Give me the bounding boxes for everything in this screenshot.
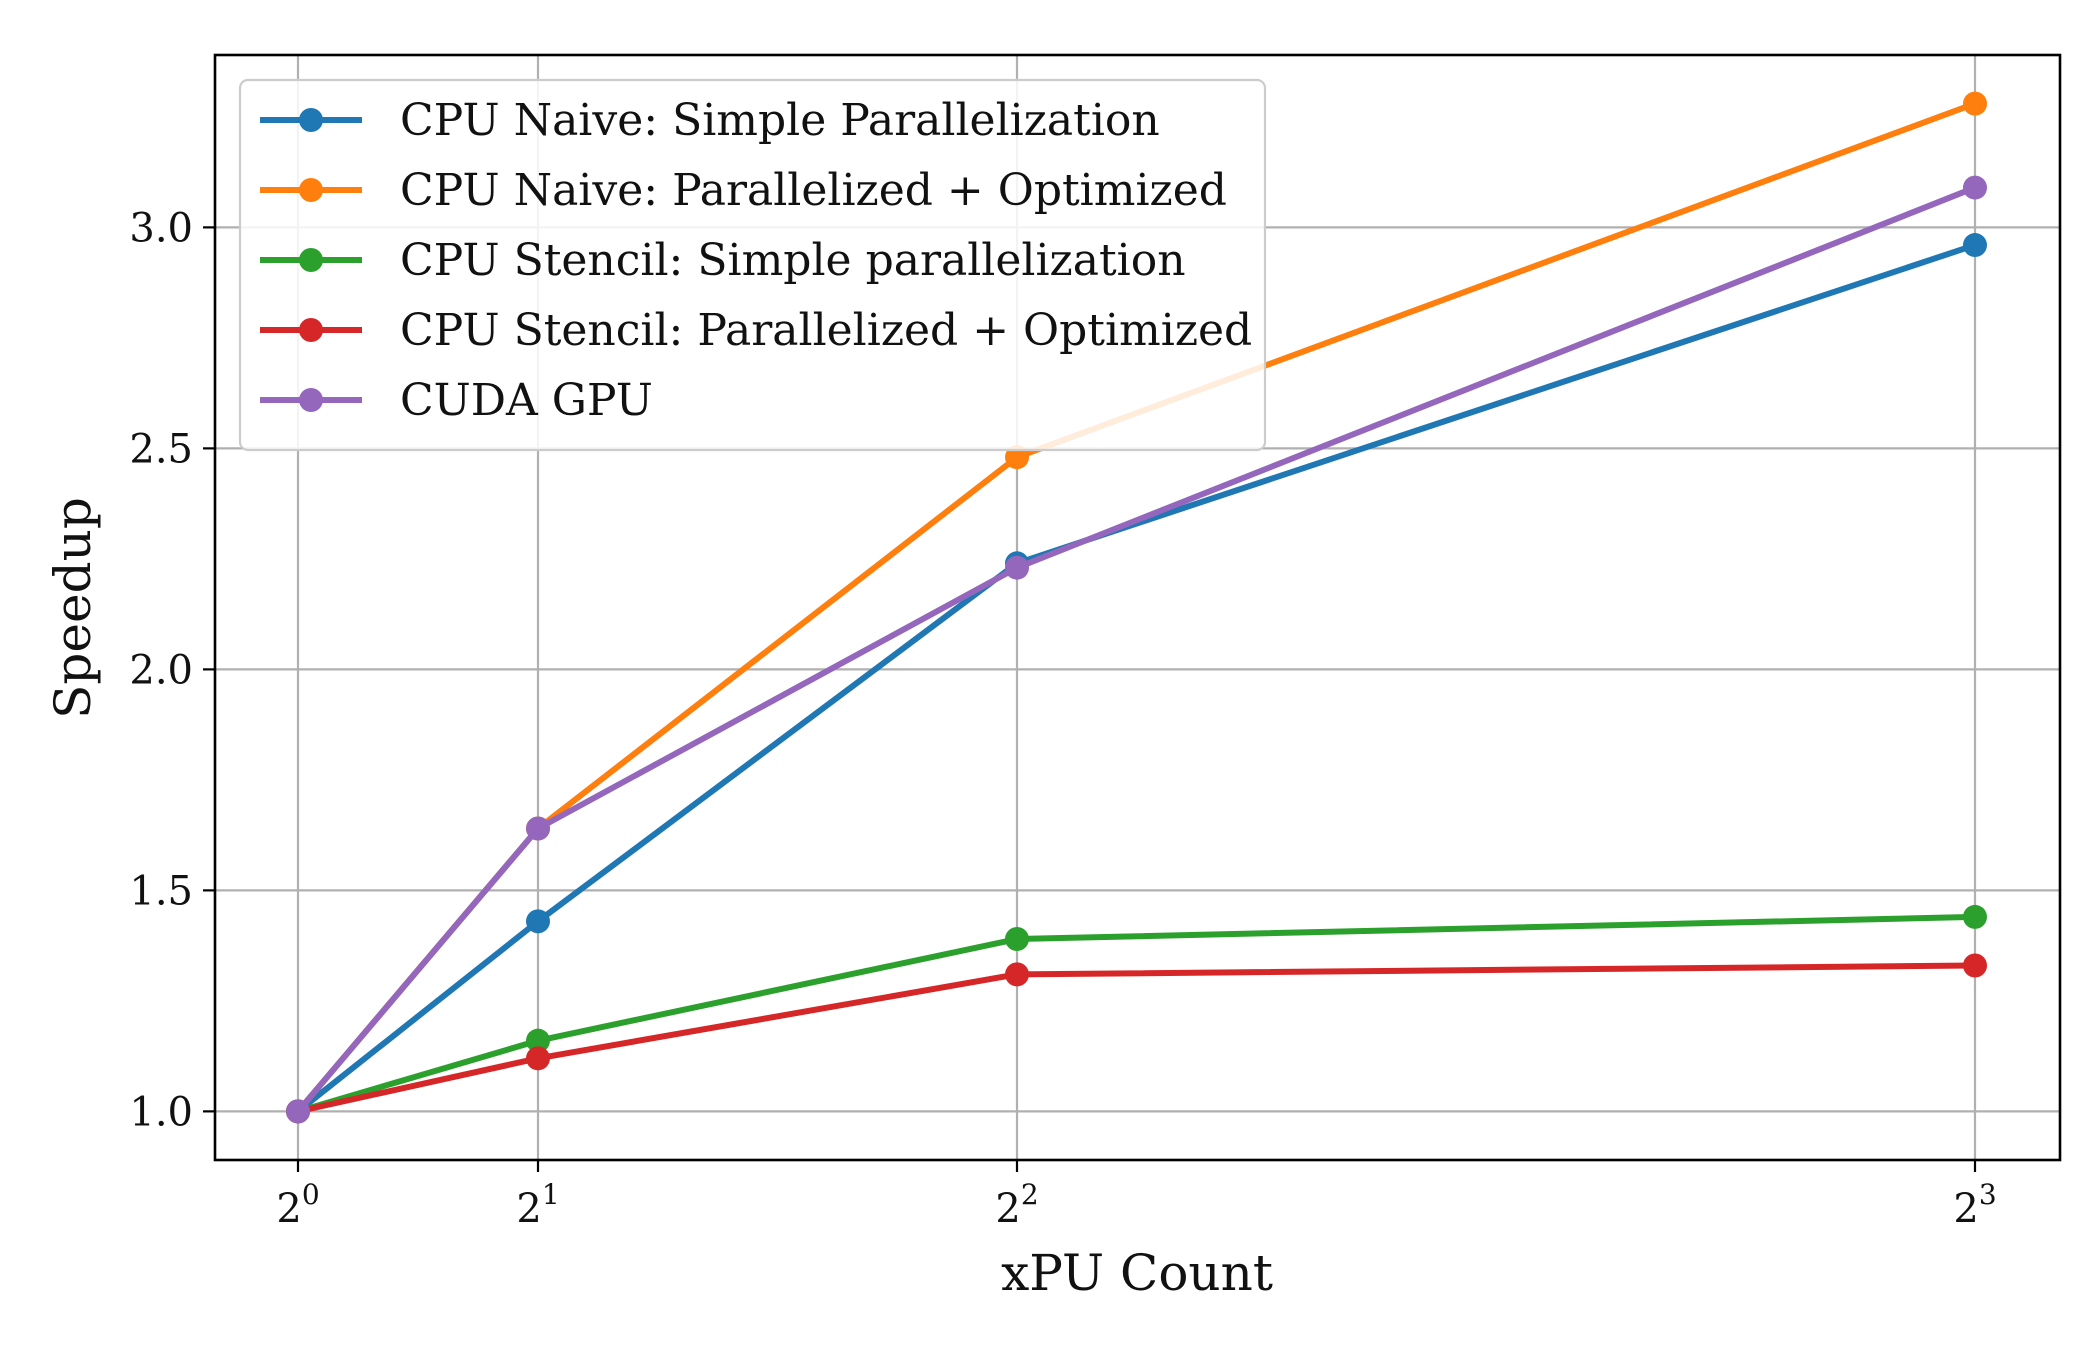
y-tick-label: 2.0 bbox=[129, 647, 193, 693]
legend-marker bbox=[299, 108, 323, 132]
legend: CPU Naive: Simple Parallelization CPU Nai… bbox=[238, 78, 1267, 452]
y-tick-label: 3.0 bbox=[129, 205, 193, 251]
x-axis-label: xPU Count bbox=[1001, 1244, 1273, 1302]
data-point bbox=[1005, 962, 1029, 987]
legend-label: CPU Stencil: Parallelized + Optimized bbox=[400, 305, 1252, 356]
data-point bbox=[1005, 445, 1029, 470]
series-layer bbox=[286, 91, 1987, 1124]
data-point bbox=[526, 1028, 550, 1053]
data-point bbox=[1005, 555, 1029, 580]
data-point bbox=[1963, 904, 1987, 929]
series-line-3 bbox=[295, 913, 1978, 1115]
data-point bbox=[1963, 953, 1987, 978]
legend-label: CUDA GPU bbox=[400, 375, 653, 426]
x-tick-label: 20 bbox=[276, 1178, 319, 1232]
data-point bbox=[1005, 927, 1029, 951]
data-point bbox=[526, 909, 550, 934]
legend-label: CPU Stencil: Simple parallelization bbox=[400, 235, 1186, 286]
data-point bbox=[1963, 233, 1987, 258]
data-point bbox=[526, 816, 550, 841]
legend-box bbox=[238, 78, 1267, 452]
legend-marker bbox=[299, 388, 323, 412]
series-line-1 bbox=[295, 242, 1978, 1115]
series-line-5 bbox=[295, 184, 1978, 1115]
tick-layer: 20 21 22 23 1.0 1.5 2.0 2.5 3.0 bbox=[129, 205, 1996, 1232]
x-tick-label: 21 bbox=[516, 1178, 559, 1232]
y-tick-label: 1.5 bbox=[129, 868, 193, 914]
data-point bbox=[526, 1046, 550, 1071]
y-tick-label: 2.5 bbox=[129, 426, 193, 472]
legend-marker bbox=[299, 248, 323, 272]
x-tick-label: 23 bbox=[1953, 1178, 1996, 1232]
legend-label: CPU Naive: Simple Parallelization bbox=[400, 95, 1160, 146]
data-point bbox=[1963, 175, 1987, 200]
y-tick-label: 1.0 bbox=[129, 1089, 193, 1135]
x-tick-label: 22 bbox=[995, 1178, 1038, 1232]
data-point bbox=[1963, 91, 1987, 116]
plot-frame bbox=[213, 53, 2062, 1162]
series-line-4 bbox=[295, 962, 1978, 1115]
data-point bbox=[286, 1099, 310, 1124]
legend-marker bbox=[299, 318, 323, 342]
legend-label: CPU Naive: Parallelized + Optimized bbox=[400, 165, 1227, 216]
legend-marker bbox=[299, 178, 323, 202]
y-axis-label: Speedup bbox=[44, 497, 102, 719]
